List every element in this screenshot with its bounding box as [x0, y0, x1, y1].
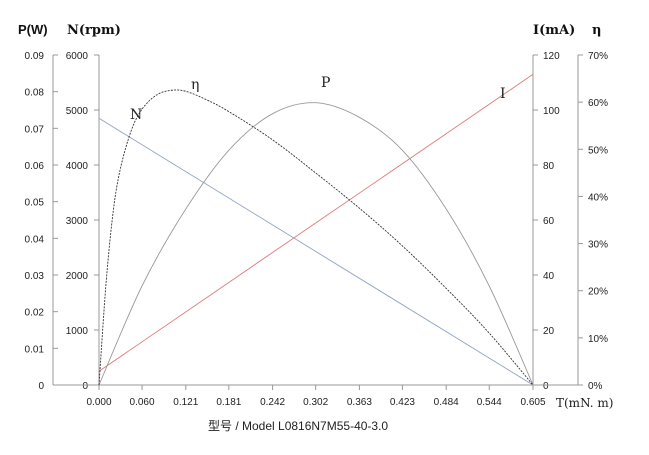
x-axis-title: T(mN. m) — [556, 396, 614, 410]
current-line — [98, 73, 534, 372]
n-axis-title: N(rpm) — [67, 23, 121, 38]
i-axis-tick-label: 120 — [543, 51, 560, 62]
right-i-axis: 0 20 40 60 80 100 120 — [532, 51, 560, 392]
speed-line — [98, 117, 534, 386]
eta-axis-tick-label: 60% — [588, 98, 608, 109]
p-axis-tick-label: 0.02 — [25, 308, 45, 319]
curve-label-i: I — [500, 86, 506, 102]
x-axis-tick-label: 0.423 — [390, 397, 415, 408]
i-axis-tick-label: 100 — [543, 106, 560, 117]
p-axis-tick-label: 0.08 — [25, 88, 45, 99]
right-eta-axis: 0% 10% 20% 30% 40% 50% 60% 70% — [577, 51, 608, 392]
p-axis-tick-label: 0.06 — [25, 161, 45, 172]
eta-axis-tick-label: 30% — [588, 240, 608, 251]
n-axis-tick-label: 0 — [82, 381, 88, 392]
p-axis-title: P(W) — [18, 22, 48, 37]
eta-axis-tick-label: 70% — [588, 51, 608, 62]
x-axis-tick-label: 0.302 — [303, 397, 328, 408]
n-axis-tick-label: 4000 — [66, 161, 89, 172]
x-axis-tick-label: 0.363 — [347, 397, 372, 408]
n-axis-tick-label: 5000 — [66, 106, 89, 117]
efficiency-curve — [98, 89, 534, 386]
curve-label-p: P — [321, 75, 330, 91]
i-axis-title: I(mA) — [533, 23, 575, 38]
n-axis-tick-label: 1000 — [66, 326, 89, 337]
x-axis-tick-label: 0.181 — [216, 397, 241, 408]
n-axis-tick-label: 6000 — [66, 51, 89, 62]
left-p-axis: 0 0.01 0.02 0.03 0.04 0.05 0.06 0.07 0.08 0.09 — [25, 51, 58, 392]
eta-axis-tick-label: 40% — [588, 192, 608, 203]
x-axis-tick-label: 0.121 — [173, 397, 198, 408]
p-axis-tick-label: 0.04 — [25, 234, 45, 245]
i-axis-tick-label: 60 — [543, 216, 555, 227]
x-axis-tick-label: 0.060 — [130, 397, 155, 408]
p-axis-tick-label: 0.07 — [25, 124, 45, 135]
n-axis-tick-label: 2000 — [66, 271, 89, 282]
x-axis: 0.000 0.060 0.121 0.181 0.242 0.302 0.363 0.423… — [53, 384, 578, 408]
p-axis-tick-label: 0.09 — [25, 51, 45, 62]
eta-axis-tick-label: 20% — [588, 287, 608, 298]
eta-axis-tick-label: 50% — [588, 145, 608, 156]
p-axis-tick-label: 0.03 — [25, 271, 45, 282]
eta-axis-tick-label: 10% — [588, 334, 608, 345]
i-axis-tick-label: 40 — [543, 271, 555, 282]
series-lines — [98, 73, 534, 386]
curve-label-n: N — [130, 107, 142, 123]
x-axis-tick-label: 0.605 — [520, 397, 545, 408]
curve-label-eta: η — [191, 77, 199, 93]
eta-axis-title: η — [592, 23, 601, 38]
i-axis-tick-label: 80 — [543, 161, 555, 172]
eta-axis-tick-label: 0% — [588, 381, 603, 392]
i-axis-tick-label: 20 — [543, 326, 555, 337]
n-axis-tick-label: 3000 — [66, 216, 89, 227]
p-axis-tick-label: 0 — [38, 381, 44, 392]
model-label: 型号 / Model L0816N7M55-40-3.0 — [208, 419, 388, 433]
x-axis-tick-label: 0.000 — [86, 397, 111, 408]
left-n-axis: 0 1000 2000 3000 4000 5000 6000 — [66, 51, 100, 392]
x-axis-tick-label: 0.544 — [477, 397, 502, 408]
x-axis-tick-label: 0.484 — [434, 397, 459, 408]
power-curve — [98, 102, 534, 386]
p-axis-tick-label: 0.05 — [25, 198, 45, 209]
x-axis-tick-label: 0.242 — [260, 397, 285, 408]
i-axis-tick-label: 0 — [543, 381, 549, 392]
p-axis-tick-label: 0.01 — [25, 344, 45, 355]
